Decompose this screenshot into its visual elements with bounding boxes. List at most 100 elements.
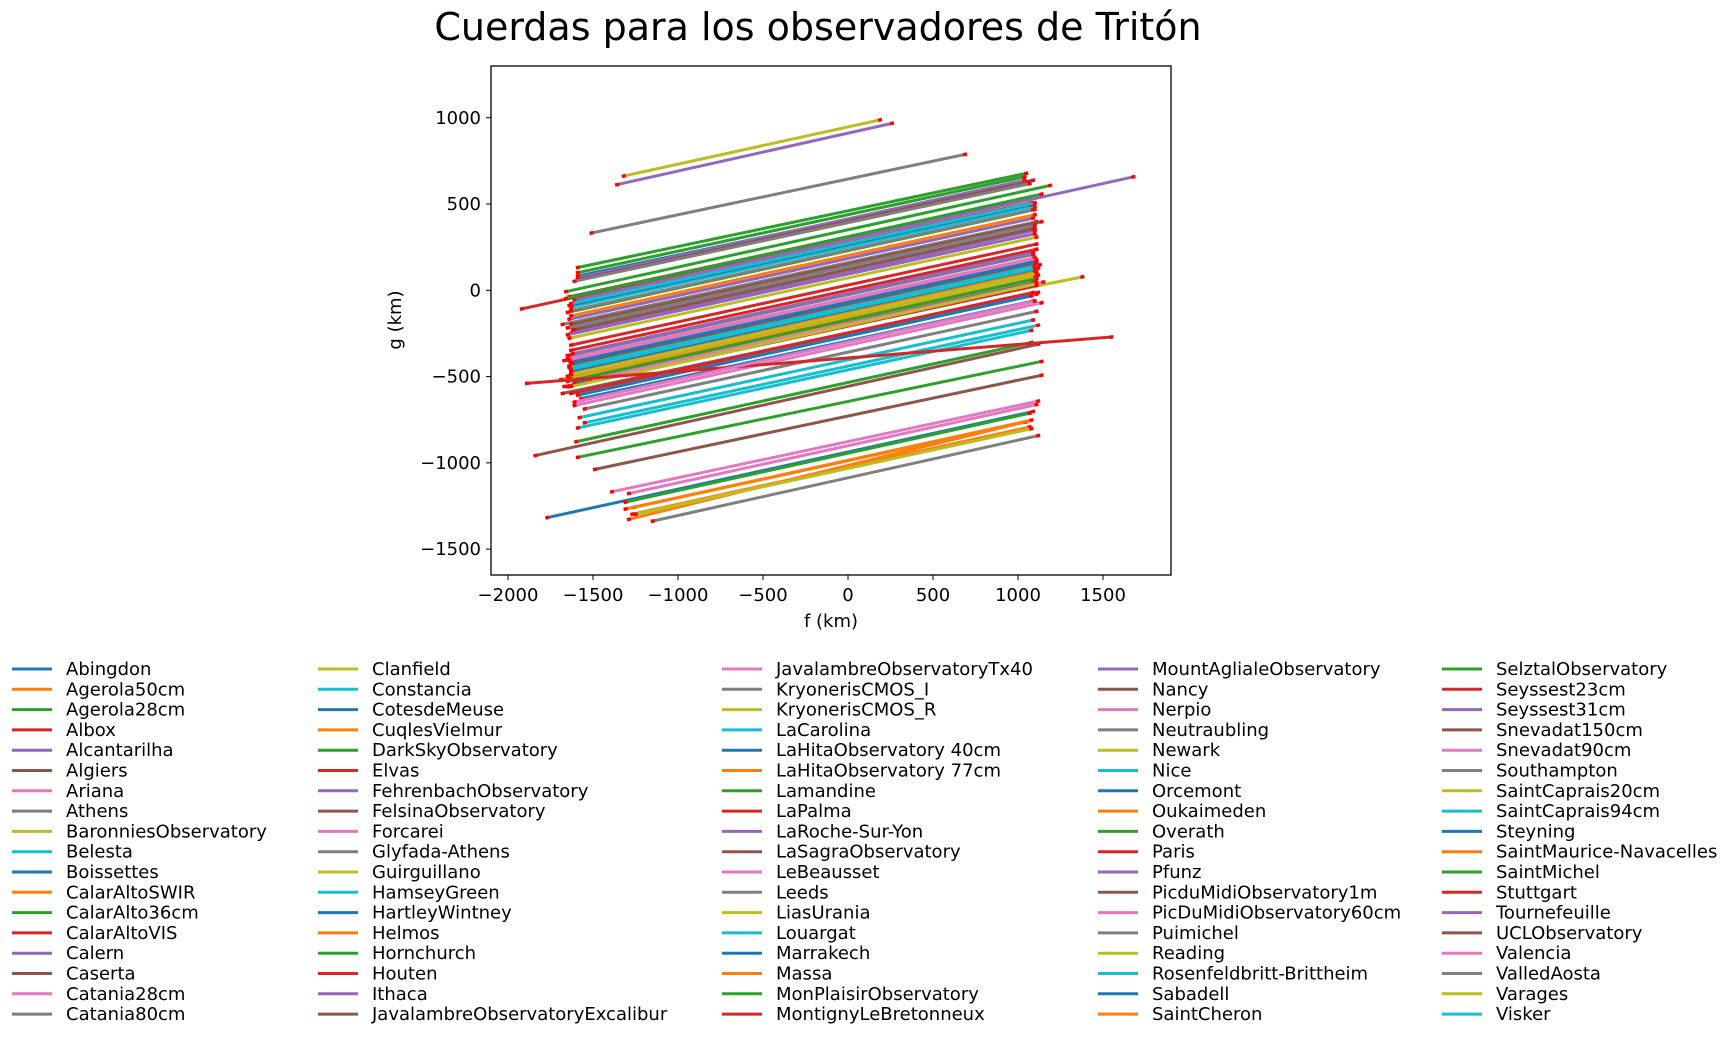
legend-label: CalarAltoSWIR — [66, 882, 195, 903]
legend-label: LaHitaObservatory 40cm — [776, 740, 1001, 761]
chord-line — [614, 121, 895, 187]
legend-label: SaintMichel — [1496, 862, 1600, 883]
chord-line — [568, 242, 1039, 347]
legend-label: Oukaimeden — [1152, 801, 1266, 822]
legend-label: Sabadell — [1152, 984, 1229, 1005]
chord-endpoint-error — [568, 367, 574, 372]
chord-line — [524, 335, 1114, 385]
chord-endpoint-error — [568, 301, 574, 306]
chord-endpoint-error — [1039, 219, 1044, 224]
legend-label: ValledAosta — [1496, 964, 1601, 985]
chord-line — [592, 373, 1044, 472]
y-tick-label: −1000 — [420, 453, 481, 474]
chord-endpoint-error — [568, 360, 574, 365]
chord-endpoint-error — [570, 351, 576, 356]
chord-line — [565, 231, 1038, 337]
chord-endpoint-error — [568, 308, 574, 313]
chord-line — [577, 318, 1036, 420]
chord-endpoint-error — [1029, 293, 1034, 299]
legend-label: Abingdon — [66, 659, 151, 680]
y-tick-label: 500 — [447, 194, 481, 215]
chord-line — [568, 266, 1038, 372]
chord-line — [568, 269, 1038, 375]
chord-endpoint-error — [1032, 204, 1038, 209]
legend-label: SaintCheron — [1152, 1004, 1262, 1025]
legend-label: PicduMidiObservatory1m — [1152, 882, 1377, 903]
legend-label: Rosenfeldbritt-Brittheim — [1152, 964, 1368, 985]
chord-endpoint-error — [633, 512, 639, 517]
legend-label: HartleyWintney — [372, 903, 512, 924]
chord-line — [533, 342, 1041, 458]
y-tick-label: −1500 — [420, 539, 481, 560]
chord-endpoint-error — [592, 467, 598, 472]
legend-label: LeBeausset — [776, 862, 880, 883]
chord-endpoint-error — [1027, 411, 1032, 416]
chord-endpoint-error — [1035, 399, 1041, 404]
chord-endpoint-error — [650, 518, 656, 524]
legend-label: Albox — [66, 720, 116, 741]
chord-endpoint-error — [567, 317, 572, 322]
chord-endpoint-error — [1034, 402, 1039, 407]
chord-endpoint-error — [889, 121, 895, 126]
chord-endpoint-error — [1022, 174, 1027, 179]
legend-label: Athens — [66, 801, 128, 822]
legend-label: Forcarei — [372, 821, 444, 842]
chord-endpoint-error — [626, 491, 632, 496]
chord-endpoint-error — [533, 453, 538, 458]
x-tick-label: 0 — [842, 585, 853, 606]
y-tick-label: 1000 — [435, 108, 481, 129]
chord-line — [572, 299, 1038, 404]
legend-label: BaronniesObservatory — [66, 821, 267, 842]
chord-endpoint-error — [568, 372, 574, 377]
chord-endpoint-error — [1032, 266, 1038, 271]
chord-endpoint-error — [570, 361, 576, 367]
chord-line — [568, 247, 1039, 353]
legend-label: Tournefeuille — [1495, 903, 1611, 924]
legend-label: Seyssest31cm — [1496, 700, 1626, 721]
legend-label: DarkSkyObservatory — [372, 740, 558, 761]
legend-label: SaintCaprais20cm — [1496, 781, 1660, 802]
chord-endpoint-error — [1047, 183, 1053, 188]
legend-label: Lamandine — [776, 781, 876, 802]
x-tick-label: −2000 — [478, 585, 539, 606]
chord-endpoint-error — [1029, 418, 1034, 423]
chord-endpoint-error — [1039, 300, 1044, 305]
chord-line — [572, 300, 1044, 408]
plot-frame — [490, 65, 1172, 576]
legend-label: SaintCaprais94cm — [1496, 801, 1660, 822]
legend-label: MountAglialeObservatory — [1152, 659, 1381, 680]
chord-line — [563, 192, 1044, 301]
chord-endpoint-error — [1039, 191, 1044, 197]
chord-endpoint-error — [1023, 171, 1029, 176]
x-tick-label: −1000 — [648, 585, 709, 606]
chord-endpoint-error — [568, 391, 574, 396]
legend-label: Clanfield — [372, 659, 451, 680]
chord-endpoint-error — [563, 289, 569, 294]
legend-label: JavalambreObservatoryTx40 — [775, 659, 1033, 680]
chord-line — [568, 207, 1036, 313]
plot-area — [519, 117, 1136, 524]
chord-endpoint-error — [589, 230, 594, 236]
chord-endpoint-error — [1027, 181, 1032, 186]
legend-label: Louargat — [776, 923, 856, 944]
chord-endpoint-error — [1032, 231, 1038, 236]
chord-line — [575, 328, 1034, 430]
chord-line — [575, 178, 1027, 280]
legend-label: Agerola50cm — [66, 679, 185, 700]
chord-line — [567, 216, 1036, 322]
chord-endpoint-error — [572, 380, 577, 386]
legend-label: CuqlesVielmur — [372, 720, 503, 741]
chord-line — [582, 323, 1041, 425]
chord-endpoint-error — [1037, 262, 1043, 267]
chord-endpoint-error — [1032, 298, 1038, 304]
legend-label: LaSagraObservatory — [776, 842, 961, 863]
chord-line — [568, 259, 1039, 365]
legend-label: KryonerisCMOS_R — [776, 700, 936, 721]
chord-endpoint-error — [575, 425, 581, 431]
chord-line — [565, 276, 1039, 384]
legend-label: Visker — [1496, 1004, 1551, 1025]
chord-line — [572, 226, 1036, 332]
legend-label: SaintMaurice-Navacelles — [1496, 842, 1717, 863]
chord-endpoint-error — [1034, 281, 1039, 286]
